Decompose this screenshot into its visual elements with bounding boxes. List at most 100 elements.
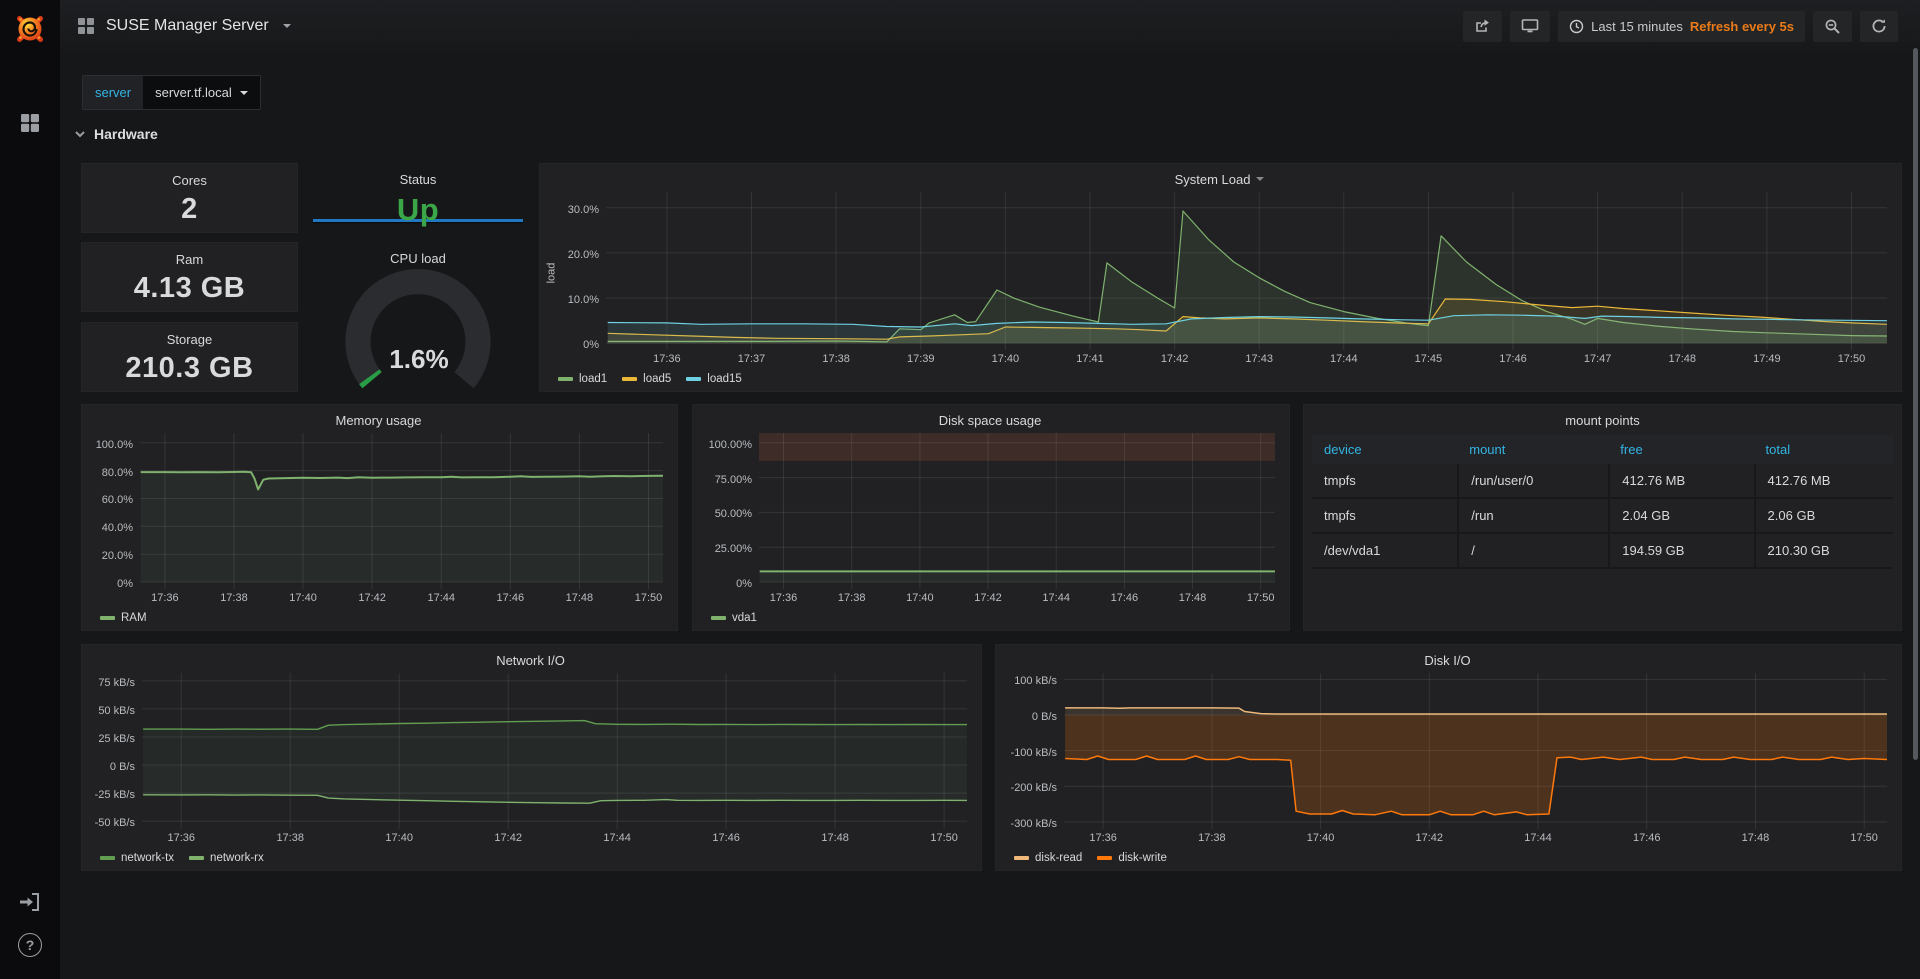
x-tick-label: 17:44 xyxy=(1042,592,1070,604)
grafana-dashboard: SUSE Manager Server Last 15 minutes Refr… xyxy=(0,0,1920,979)
y-tick-label: 100.0% xyxy=(96,439,133,451)
tv-mode-button[interactable] xyxy=(1510,11,1550,42)
cpu-gauge: 1.6% xyxy=(313,269,523,391)
mount-table: devicemountfreetotaltmpfs/run/user/0412.… xyxy=(1312,435,1893,626)
monitor-icon xyxy=(1521,18,1539,34)
panel-title[interactable]: CPU load xyxy=(313,247,523,269)
table-header-device[interactable]: device xyxy=(1312,435,1457,464)
page-scrollbar[interactable] xyxy=(1913,48,1918,760)
dashboard-title[interactable]: SUSE Manager Server xyxy=(106,17,269,35)
legend-item-disk-read[interactable]: disk-read xyxy=(1014,852,1082,864)
legend-item-network-rx[interactable]: network-rx xyxy=(189,852,264,864)
y-tick-label: -25 kB/s xyxy=(95,789,135,801)
x-tick-label: 17:44 xyxy=(1330,353,1358,365)
panel-network-io: Network I/O -50 kB/s-25 kB/s0 B/s25 kB/s… xyxy=(81,644,982,871)
panel-title[interactable]: Disk space usage xyxy=(699,409,1281,431)
panel-title[interactable]: Status xyxy=(313,168,523,190)
legend-item-load1[interactable]: load1 xyxy=(558,373,607,385)
sign-in-icon xyxy=(18,891,42,913)
x-tick-label: 17:46 xyxy=(1499,353,1527,365)
x-tick-label: 17:46 xyxy=(712,832,740,844)
y-tick-label: 0% xyxy=(583,339,599,351)
panel-title[interactable]: mount points xyxy=(1312,409,1893,431)
panel-disk-io: Disk I/O -300 kB/s-200 kB/s-100 kB/s0 B/… xyxy=(995,644,1902,871)
y-tick-label: 80.0% xyxy=(102,467,133,479)
panel-title[interactable]: Memory usage xyxy=(88,409,669,431)
x-tick-label: 17:42 xyxy=(494,832,522,844)
table-header-total[interactable]: total xyxy=(1754,435,1893,464)
panel-title[interactable]: Ram xyxy=(82,248,297,270)
x-tick-label: 17:45 xyxy=(1415,353,1443,365)
x-tick-label: 17:42 xyxy=(1416,832,1444,844)
panel-system-load: System Load 0%10.0%20.0%30.0%load17:3617… xyxy=(539,163,1902,392)
x-tick-label: 17:36 xyxy=(151,592,179,604)
sidebar: ? xyxy=(0,0,60,979)
zoom-out-icon xyxy=(1824,18,1841,35)
x-tick-label: 17:48 xyxy=(1742,832,1770,844)
x-tick-label: 17:50 xyxy=(930,832,958,844)
legend-item-disk-write[interactable]: disk-write xyxy=(1097,852,1167,864)
x-tick-label: 17:48 xyxy=(821,832,849,844)
share-button[interactable] xyxy=(1463,11,1502,42)
legend-item-vda1[interactable]: vda1 xyxy=(711,612,757,624)
x-tick-label: 17:44 xyxy=(603,832,631,844)
x-tick-label: 17:43 xyxy=(1245,353,1273,365)
row-header-hardware[interactable]: Hardware xyxy=(74,126,158,142)
variable-dropdown[interactable]: server.tf.local xyxy=(143,76,260,109)
share-icon xyxy=(1474,18,1491,34)
x-tick-label: 17:40 xyxy=(1307,832,1335,844)
legend-item-RAM[interactable]: RAM xyxy=(100,612,147,624)
panel-cores: Cores 2 xyxy=(81,163,298,233)
table-cell: / xyxy=(1457,534,1608,567)
plot-area[interactable] xyxy=(140,433,663,589)
x-tick-label: 17:41 xyxy=(1076,353,1104,365)
y-tick-label: 60.0% xyxy=(102,494,133,506)
x-tick-label: 17:36 xyxy=(1089,832,1117,844)
y-tick-label: 100.00% xyxy=(709,439,752,451)
x-tick-label: 17:50 xyxy=(1247,592,1275,604)
template-variable: server server.tf.local xyxy=(82,75,261,110)
legend-item-load15[interactable]: load15 xyxy=(686,373,742,385)
legend-item-load5[interactable]: load5 xyxy=(622,373,671,385)
legend-swatch xyxy=(100,616,115,620)
table-cell: tmpfs xyxy=(1312,464,1457,497)
storage-value: 210.3 GB xyxy=(82,350,297,391)
legend-swatch xyxy=(686,377,701,381)
refresh-button[interactable] xyxy=(1860,11,1898,42)
time-picker-button[interactable]: Last 15 minutes Refresh every 5s xyxy=(1558,11,1805,42)
table-header-row: devicemountfreetotal xyxy=(1312,435,1893,464)
x-tick-label: 17:38 xyxy=(838,592,866,604)
sidebar-item-sign-in[interactable] xyxy=(0,890,60,914)
table-row: /dev/vda1/194.59 GB210.30 GB xyxy=(1312,534,1893,569)
table-cell: 2.04 GB xyxy=(1608,499,1753,532)
x-tick-label: 17:47 xyxy=(1584,353,1612,365)
legend-swatch xyxy=(1014,856,1029,860)
panel-title[interactable]: Storage xyxy=(82,328,297,350)
table-row: tmpfs/run/user/0412.76 MB412.76 MB xyxy=(1312,464,1893,499)
plot-area[interactable] xyxy=(606,192,1887,350)
grafana-logo[interactable] xyxy=(0,6,60,50)
y-tick-label: -100 kB/s xyxy=(1011,747,1057,759)
legend-item-network-tx[interactable]: network-tx xyxy=(100,852,174,864)
table-header-mount[interactable]: mount xyxy=(1457,435,1608,464)
apps-icon[interactable] xyxy=(76,16,96,36)
panel-title[interactable]: Cores xyxy=(82,169,297,191)
legend-swatch xyxy=(558,377,573,381)
table-cell: 412.76 MB xyxy=(1754,464,1893,497)
y-tick-label: 0% xyxy=(736,578,752,590)
plot-area[interactable] xyxy=(1064,673,1887,829)
zoom-out-button[interactable] xyxy=(1813,11,1852,42)
sidebar-item-dashboards[interactable] xyxy=(0,110,60,136)
memory-usage-chart: 0%20.0%40.0%60.0%80.0%100.0%17:3617:3817… xyxy=(88,431,669,628)
x-tick-label: 17:46 xyxy=(1111,592,1139,604)
clock-icon xyxy=(1569,19,1584,34)
panel-title[interactable]: Network I/O xyxy=(88,649,973,671)
sidebar-item-help[interactable]: ? xyxy=(0,932,60,958)
panel-mount-points: mount points devicemountfreetotaltmpfs/r… xyxy=(1303,404,1902,631)
panel-title[interactable]: Disk I/O xyxy=(1002,649,1893,671)
plot-area[interactable] xyxy=(759,433,1275,589)
y-tick-label: 0% xyxy=(117,578,133,590)
plot-area[interactable] xyxy=(142,673,967,829)
table-header-free[interactable]: free xyxy=(1608,435,1753,464)
panel-title[interactable]: System Load xyxy=(546,168,1893,190)
